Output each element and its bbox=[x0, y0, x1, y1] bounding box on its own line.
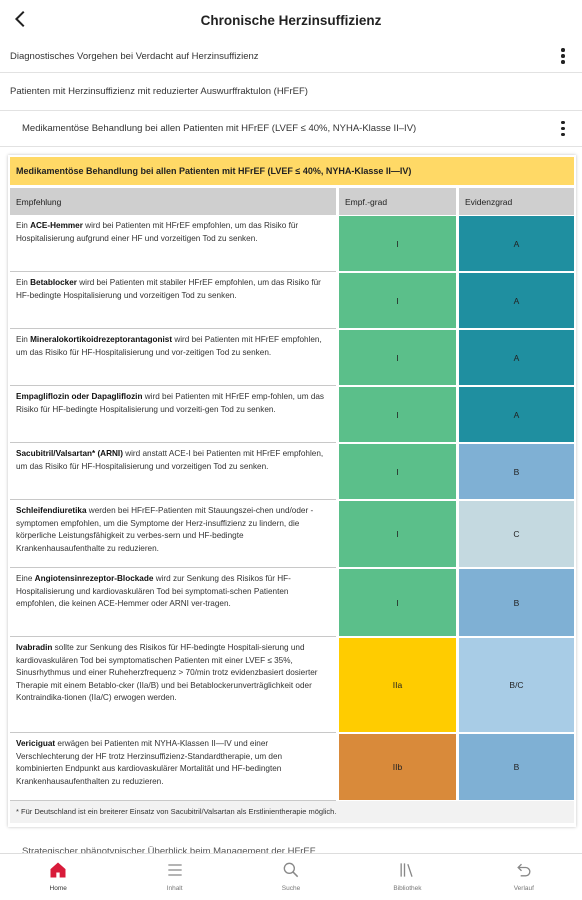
bottom-navigation: Home Inhalt Suche Bibliothek Verlauf bbox=[0, 853, 582, 900]
evidence-grade-cell: A bbox=[459, 330, 574, 386]
column-header-evidence: Evidenzgrad bbox=[459, 188, 574, 215]
drug-name: Empagliflozin oder Dapagliflozin bbox=[16, 392, 143, 401]
breadcrumb-item-hfref[interactable]: Patienten mit Herzinsuffizienz mit reduz… bbox=[0, 73, 582, 111]
recommendation-body: wird bei Patienten mit stabiler HFrEF em… bbox=[16, 278, 321, 300]
nav-label: Bibliothek bbox=[393, 885, 422, 892]
drug-name: Ivabradin bbox=[16, 643, 53, 652]
recommendation-text: Empagliflozin oder Dapagliflozin wird be… bbox=[10, 387, 336, 443]
recommendation-grade-cell: I bbox=[339, 273, 456, 329]
history-icon bbox=[517, 863, 531, 877]
recommendation-text: Eine Angiotensinrezeptor-Blockade wird z… bbox=[10, 569, 336, 637]
table-row: Empagliflozin oder Dapagliflozin wird be… bbox=[10, 387, 574, 443]
recommendation-body: werden bei HFrEF-Patienten mit Stauungsz… bbox=[16, 506, 314, 553]
table-footnote: * Für Deutschland ist ein breiterer Eins… bbox=[10, 801, 574, 823]
evidence-grade-cell: B bbox=[459, 444, 574, 500]
recommendation-body: wird bei Patienten mit HFrEF empfohlen, … bbox=[16, 221, 299, 243]
recommendation-body: wird zur Senkung des Risikos für HF-Hosp… bbox=[16, 574, 291, 609]
evidence-grade-cell: B/C bbox=[459, 638, 574, 733]
nav-label: Home bbox=[49, 885, 67, 892]
recommendation-prefix: Ein bbox=[16, 335, 31, 344]
recommendation-grade-cell: I bbox=[339, 444, 456, 500]
table-row: Schleifendiuretika werden bei HFrEF-Pati… bbox=[10, 501, 574, 568]
recommendation-prefix: Ein bbox=[16, 221, 31, 230]
recommendation-text: Ein ACE-Hemmer wird bei Patienten mit HF… bbox=[10, 216, 336, 272]
recommendation-grade-cell: I bbox=[339, 216, 456, 272]
search-icon bbox=[283, 862, 299, 878]
table-row: Vericiguat erwägen bei Patienten mit NYH… bbox=[10, 734, 574, 801]
nav-label: Verlauf bbox=[513, 885, 534, 892]
recommendation-text: Ivabradin sollte zur Senkung des Risikos… bbox=[10, 638, 336, 733]
drug-name: Schleifendiuretika bbox=[16, 506, 87, 515]
table-row: Ein ACE-Hemmer wird bei Patienten mit HF… bbox=[10, 216, 574, 272]
recommendation-grade-cell: I bbox=[339, 501, 456, 568]
nav-tab-contents[interactable]: Inhalt bbox=[116, 854, 232, 900]
nav-label: Inhalt bbox=[166, 885, 183, 892]
drug-name: Betablocker bbox=[30, 278, 77, 287]
recommendation-body: wird anstatt ACE-I bei Patienten mit HFr… bbox=[16, 449, 324, 471]
recommendation-grade-cell: I bbox=[339, 569, 456, 637]
recommendation-grade-cell: I bbox=[339, 330, 456, 386]
column-header-grade: Empf.-grad bbox=[339, 188, 456, 215]
breadcrumb-label: Patienten mit Herzinsuffizienz mit reduz… bbox=[10, 86, 308, 97]
next-section-label: Strategischer phänotypischer Überblick b… bbox=[22, 846, 316, 857]
drug-name: Mineralokortikoidrezeptorantagonist bbox=[30, 335, 173, 344]
breadcrumb-item-diagnostics[interactable]: Diagnostisches Vorgehen bei Verdacht auf… bbox=[0, 40, 582, 73]
evidence-grade-cell: A bbox=[459, 387, 574, 443]
page-title: Chronische Herzinsuffizienz bbox=[200, 12, 382, 28]
table-row: Eine Angiotensinrezeptor-Blockade wird z… bbox=[10, 569, 574, 637]
library-icon bbox=[400, 863, 414, 877]
recommendation-text: Sacubitril/Valsartan* (ARNI) wird anstat… bbox=[10, 444, 336, 500]
nav-tab-history[interactable]: Verlauf bbox=[466, 854, 582, 900]
recommendation-text: Schleifendiuretika werden bei HFrEF-Pati… bbox=[10, 501, 336, 568]
recommendation-body: wird bei Patienten mit HFrEF emp-fohlen,… bbox=[16, 392, 325, 414]
recommendation-text: Vericiguat erwägen bei Patienten mit NYH… bbox=[10, 734, 336, 801]
recommendation-grade-cell: IIa bbox=[339, 638, 456, 733]
contents-icon bbox=[167, 864, 182, 876]
recommendation-grade-cell: I bbox=[339, 387, 456, 443]
recommendation-body: sollte zur Senkung des Risikos für HF-be… bbox=[16, 643, 318, 703]
evidence-grade-cell: A bbox=[459, 273, 574, 329]
recommendation-prefix: Eine bbox=[16, 574, 35, 583]
breadcrumb-label: Medikamentöse Behandlung bei allen Patie… bbox=[22, 123, 417, 134]
table-title: Medikamentöse Behandlung bei allen Patie… bbox=[10, 157, 574, 185]
breadcrumb-item-medication[interactable]: Medikamentöse Behandlung bei allen Patie… bbox=[0, 111, 582, 147]
nav-tab-library[interactable]: Bibliothek bbox=[349, 854, 465, 900]
recommendation-text: Ein Betablocker wird bei Patienten mit s… bbox=[10, 273, 336, 329]
column-header-recommendation: Empfehlung bbox=[10, 188, 336, 215]
back-arrow-icon[interactable] bbox=[10, 8, 32, 30]
evidence-grade-cell: B bbox=[459, 569, 574, 637]
breadcrumb-label: Diagnostisches Vorgehen bei Verdacht auf… bbox=[10, 50, 259, 62]
recommendation-table-card: Medikamentöse Behandlung bei allen Patie… bbox=[8, 155, 576, 827]
recommendation-grade-cell: IIb bbox=[339, 734, 456, 801]
drug-name: Vericiguat bbox=[16, 739, 56, 748]
recommendation-prefix: Ein bbox=[16, 278, 31, 287]
table-row: Sacubitril/Valsartan* (ARNI) wird anstat… bbox=[10, 444, 574, 500]
table-row: Ivabradin sollte zur Senkung des Risikos… bbox=[10, 638, 574, 733]
table-row: Ein Betablocker wird bei Patienten mit s… bbox=[10, 273, 574, 329]
more-options-icon[interactable] bbox=[552, 45, 574, 67]
evidence-grade-cell: A bbox=[459, 216, 574, 272]
nav-tab-home[interactable]: Home bbox=[0, 854, 116, 900]
evidence-grade-cell: C bbox=[459, 501, 574, 568]
nav-tab-search[interactable]: Suche bbox=[233, 854, 349, 900]
recommendation-text: Ein Mineralokortikoidrezeptorantagonist … bbox=[10, 330, 336, 386]
home-icon bbox=[50, 862, 66, 878]
recommendation-body: erwägen bei Patienten mit NYHA-Klassen I… bbox=[16, 739, 283, 786]
evidence-grade-cell: B bbox=[459, 734, 574, 801]
nav-label: Suche bbox=[281, 885, 301, 892]
more-options-icon[interactable] bbox=[552, 118, 574, 140]
drug-name: Sacubitril/Valsartan* (ARNI) bbox=[16, 449, 123, 458]
drug-name: Angiotensinrezeptor-Blockade bbox=[34, 574, 154, 583]
recommendation-body: wird bei Patienten mit HFrEF empfohlen, … bbox=[16, 335, 322, 357]
table-row: Ein Mineralokortikoidrezeptorantagonist … bbox=[10, 330, 574, 386]
drug-name: ACE-Hemmer bbox=[30, 221, 83, 230]
top-app-bar: Chronische Herzinsuffizienz bbox=[0, 0, 582, 40]
